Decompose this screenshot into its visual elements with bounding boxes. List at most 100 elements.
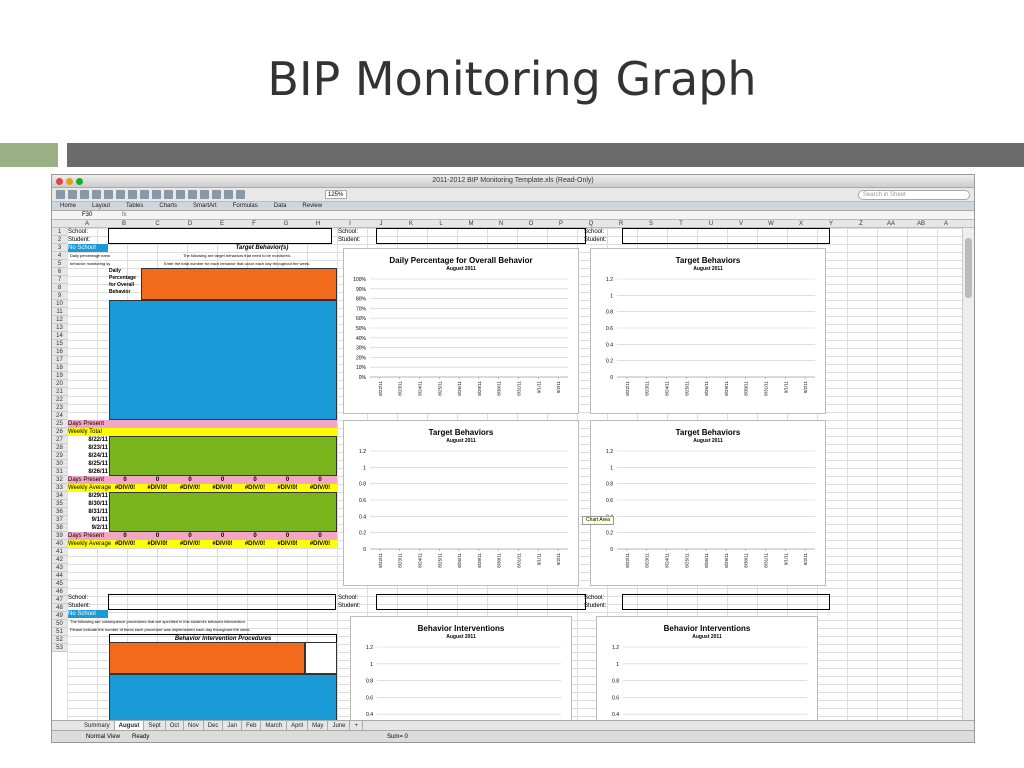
view-mode[interactable]: Normal View [86,734,120,740]
row-header-30[interactable]: 30 [52,460,67,468]
school-student-input-3[interactable] [622,228,830,244]
row-header-51[interactable]: 51 [52,628,67,636]
column-header-28[interactable]: A [943,221,948,227]
row-header-4[interactable]: 4 [52,252,67,260]
column-header-3[interactable]: D [187,221,193,227]
row-header-12[interactable]: 12 [52,316,67,324]
ribbon-tab-smartart[interactable]: SmartArt [193,203,217,209]
sum-display[interactable]: Sum= 0 [387,734,408,740]
row-header-1[interactable]: 1 [52,228,67,236]
column-header-17[interactable]: R [618,221,624,227]
ribbon-tab-review[interactable]: Review [302,203,323,209]
sheet-tab-add[interactable]: + [350,721,363,730]
row-header-47[interactable]: 47 [52,596,67,604]
toolbox-icon[interactable] [224,190,233,199]
row-header-22[interactable]: 22 [52,396,67,404]
chart-behavior-interventions-1[interactable]: Behavior Interventions August 2011 1.2 1 0.8… [350,616,572,722]
row-header-13[interactable]: 13 [52,324,67,332]
green-week2-block[interactable] [109,492,337,532]
column-header-9[interactable]: J [379,221,383,227]
redo-icon[interactable] [164,190,173,199]
sheet-tab-feb[interactable]: Feb [242,721,262,730]
row-header-53[interactable]: 53 [52,644,67,652]
row-header-40[interactable]: 40 [52,540,67,548]
school-student-input-4[interactable] [108,594,336,610]
copy-icon[interactable] [116,190,125,199]
row-header-33[interactable]: 33 [52,484,67,492]
row-header-15[interactable]: 15 [52,340,67,348]
row-header-34[interactable]: 34 [52,492,67,500]
row-header-25[interactable]: 25 [52,420,67,428]
row-header-26[interactable]: 26 [52,428,67,436]
sheet-tab-march[interactable]: March [261,721,288,730]
column-header-0[interactable]: A [84,221,89,227]
sort-icon[interactable] [188,190,197,199]
row-header-19[interactable]: 19 [52,372,67,380]
row-header-42[interactable]: 42 [52,556,67,564]
undo-icon[interactable] [152,190,161,199]
ribbon-tab-data[interactable]: Data [273,203,287,209]
row-header-6[interactable]: 6 [52,268,67,276]
column-header-18[interactable]: S [648,221,653,227]
blue-data-block-2[interactable] [109,674,337,722]
spreadsheet-grid[interactable]: 1 2 3 4 5 6 7 8 9 10 11 12 13 14 15 16 17 18 19 20 21 22 23 24 2… [52,228,964,722]
column-header-27[interactable]: AB [916,221,925,227]
row-header-18[interactable]: 18 [52,364,67,372]
sheet-tab-april[interactable]: April [287,721,309,730]
row-header-36[interactable]: 36 [52,508,67,516]
row-header-50[interactable]: 50 [52,620,67,628]
row-header-46[interactable]: 46 [52,588,67,596]
row-header-24[interactable]: 24 [52,412,67,420]
row-header-44[interactable]: 44 [52,572,67,580]
sheet-tab-oct[interactable]: Oct [166,721,185,730]
save-icon[interactable] [80,190,89,199]
column-header-5[interactable]: F [252,221,256,227]
column-header-21[interactable]: V [738,221,743,227]
vertical-scrollbar[interactable] [962,228,974,722]
row-header-17[interactable]: 17 [52,356,67,364]
column-header-14[interactable]: O [528,221,534,227]
sheet-tab-may[interactable]: May [308,721,329,730]
autosum-icon[interactable] [176,190,185,199]
row-header-8[interactable]: 8 [52,284,67,292]
row-header-20[interactable]: 20 [52,380,67,388]
print-icon[interactable] [92,190,101,199]
column-header-2[interactable]: C [155,221,160,227]
school-student-input-2[interactable] [376,228,586,244]
gallery-icon[interactable] [212,190,221,199]
cut-icon[interactable] [104,190,113,199]
sheet-tab-jan[interactable]: Jan [223,721,243,730]
scroll-thumb[interactable] [965,238,972,298]
column-header-24[interactable]: Y [828,221,833,227]
school-student-input-6[interactable] [622,594,830,610]
blue-data-block[interactable] [109,300,337,420]
row-header-31[interactable]: 31 [52,468,67,476]
sheet-tab-june[interactable]: June [328,721,351,730]
row-header-23[interactable]: 23 [52,404,67,412]
row-header-11[interactable]: 11 [52,308,67,316]
minimize-button[interactable] [66,178,73,185]
row-header-9[interactable]: 9 [52,292,67,300]
column-header-7[interactable]: H [315,221,321,227]
row-header-10[interactable]: 10 [52,300,67,308]
ribbon-tab-formulas[interactable]: Formulas [232,203,258,209]
column-header-8[interactable]: I [349,221,351,227]
chart-target-behaviors-1[interactable]: Target Behaviors August 2011 1.2 1 0.8 0.6 0.4… [590,248,826,414]
row-header-39[interactable]: 39 [52,532,67,540]
ribbon-tab-charts[interactable]: Charts [159,203,178,209]
column-header-12[interactable]: M [468,221,474,227]
row-header-38[interactable]: 38 [52,524,67,532]
ribbon-tab-home[interactable]: Home [60,203,77,209]
row-header-41[interactable]: 41 [52,548,67,556]
column-header-10[interactable]: K [408,221,413,227]
row-header-45[interactable]: 45 [52,580,67,588]
row-header-43[interactable]: 43 [52,564,67,572]
close-button[interactable] [56,178,63,185]
row-header-48[interactable]: 48 [52,604,67,612]
row-header-3[interactable]: 3 [52,244,67,252]
column-header-4[interactable]: E [219,221,224,227]
chart-target-behaviors-2[interactable]: Target Behaviors August 2011 1.2 1 0.8 0.6 0.4… [343,420,579,586]
column-header-20[interactable]: U [708,221,714,227]
sheet-tab-nov[interactable]: Nov [184,721,204,730]
row-header-7[interactable]: 7 [52,276,67,284]
